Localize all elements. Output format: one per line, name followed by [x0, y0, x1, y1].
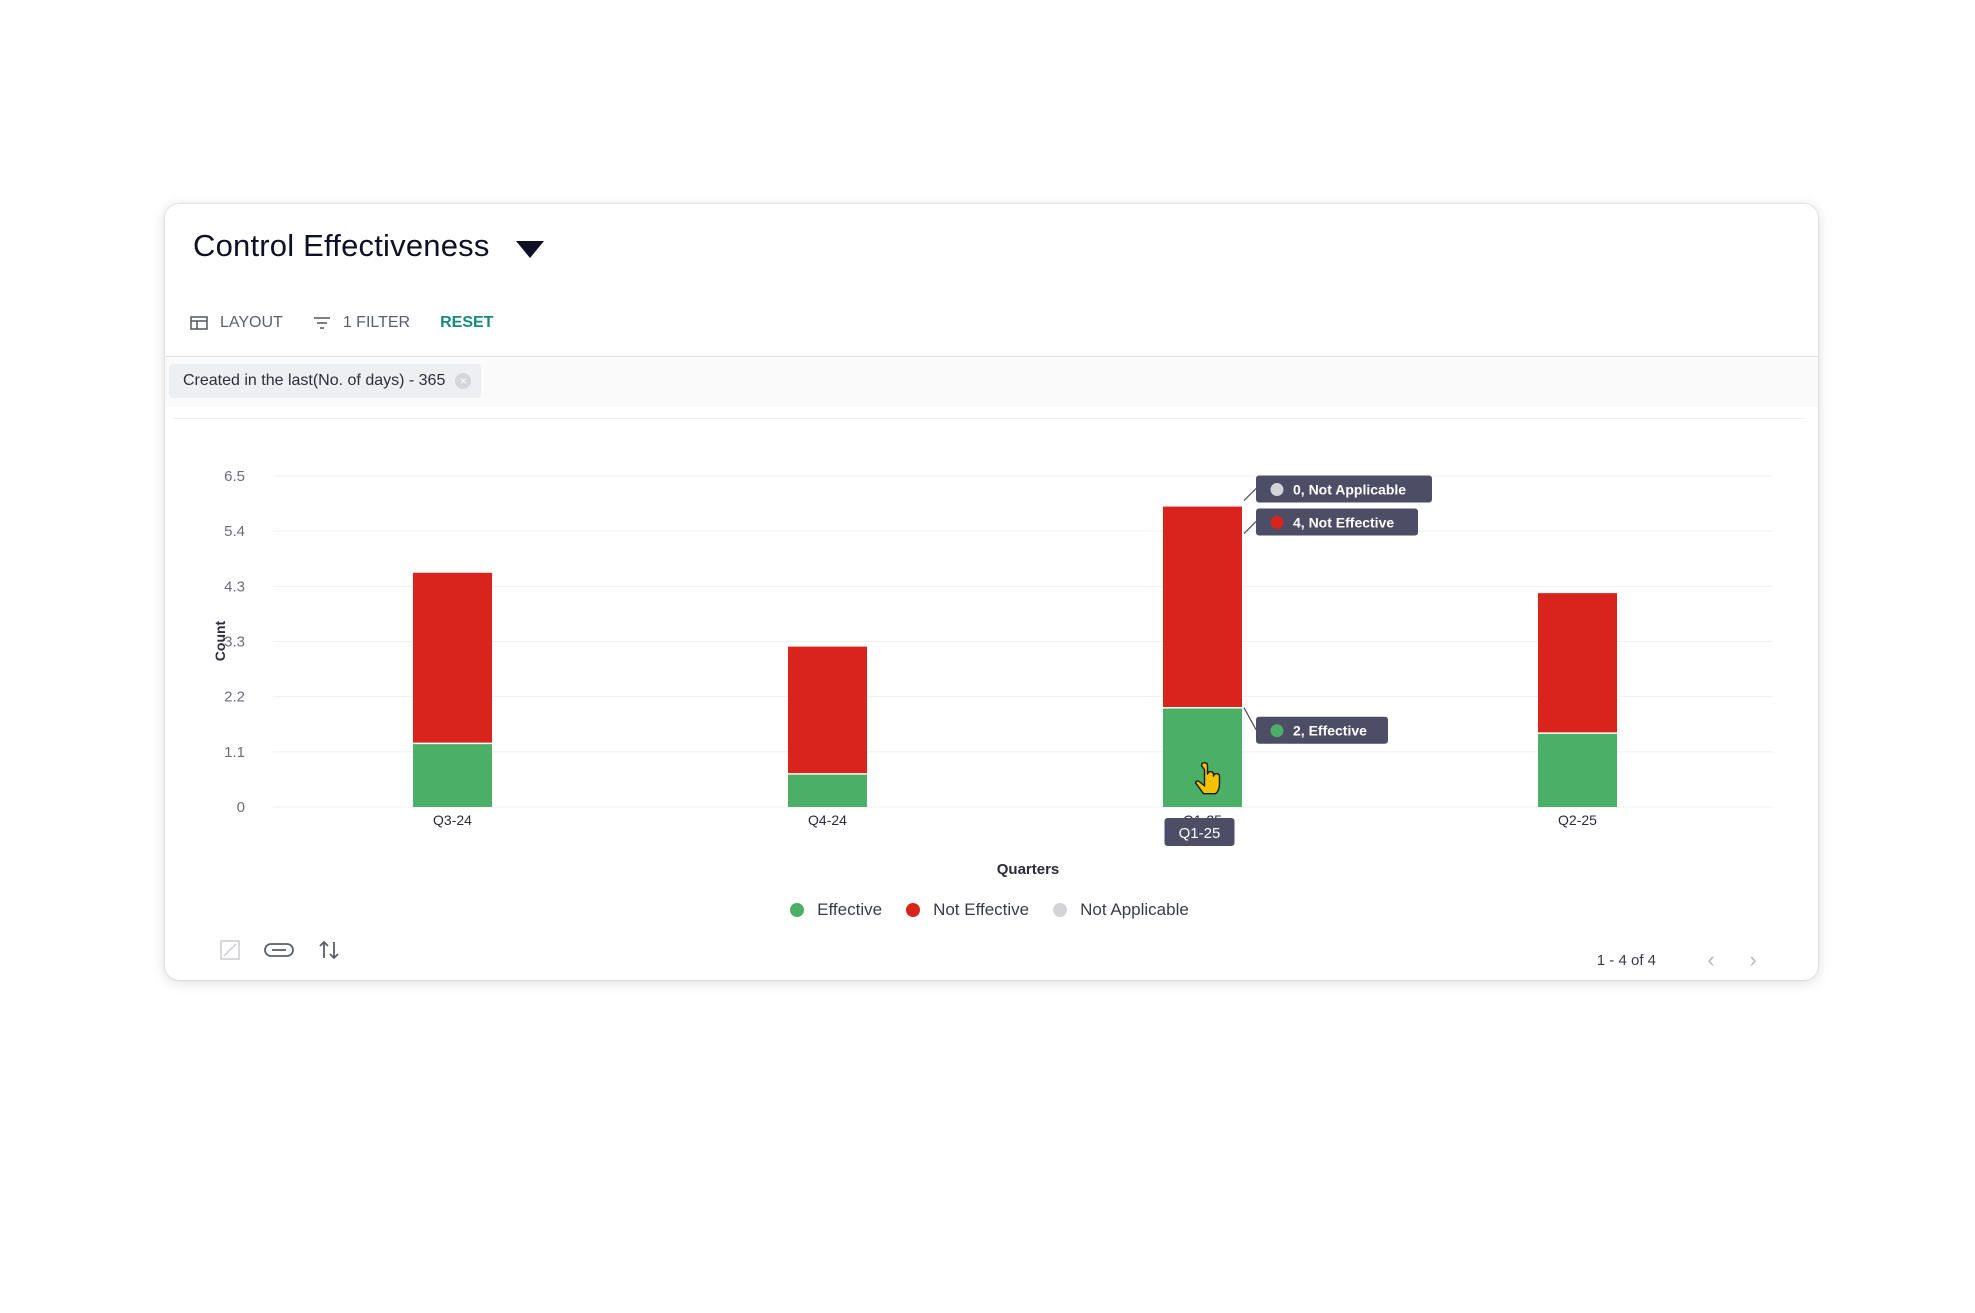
toolbar-divider: [165, 356, 1818, 357]
filter-label: 1 FILTER: [342, 314, 411, 331]
pagination-nav: ‹ ›: [1682, 947, 1766, 973]
y-tick-label: 4.3: [224, 578, 245, 595]
legend-item-effective[interactable]: Effective: [790, 900, 882, 920]
bar-not-effective[interactable]: [1538, 593, 1617, 734]
chevron-right-icon[interactable]: ›: [1749, 947, 1757, 972]
y-tick-label: 0: [237, 799, 245, 816]
bar-not-effective[interactable]: [413, 572, 492, 744]
tooltip-connector: [1243, 488, 1257, 501]
bar-effective[interactable]: [413, 743, 492, 807]
y-tick-label: 3.3: [224, 634, 245, 651]
filter-icon: [313, 317, 330, 329]
legend-dot-effective: [790, 903, 805, 917]
chevron-left-icon[interactable]: ‹: [1707, 947, 1715, 972]
tooltip-label: 4, Not Effective: [1293, 515, 1394, 531]
legend-label-not-effective: Not Effective: [933, 900, 1030, 919]
expand-icon[interactable]: [219, 939, 241, 961]
x-tick-label: Q3-24: [433, 812, 472, 828]
tooltip-label: 2, Effective: [1293, 723, 1367, 739]
title-dropdown-icon[interactable]: [515, 240, 544, 258]
toolbar: LAYOUT 1 FILTER RESET: [190, 314, 523, 332]
hand-cursor-icon: [1194, 762, 1221, 795]
category-tooltip-label: Q1-25: [1179, 825, 1221, 842]
tooltip-label: 0, Not Applicable: [1293, 482, 1406, 498]
tooltip-box: [1256, 716, 1388, 744]
layout-grid-icon: [190, 316, 208, 330]
tooltip-box: [1256, 475, 1432, 503]
page-title: Control Effectiveness: [193, 228, 490, 263]
bar-effective[interactable]: [1538, 733, 1617, 807]
horizontal-bar-icon[interactable]: [263, 941, 295, 959]
filter-chip-label: Created in the last(No. of days) - 365: [183, 372, 446, 389]
tooltip-dot: [1270, 483, 1284, 497]
legend-dot-not-effective: [906, 903, 921, 917]
reset-button[interactable]: RESET: [440, 314, 494, 331]
legend-label-not-applicable: Not Applicable: [1080, 900, 1189, 919]
tooltip-dot: [1270, 516, 1284, 530]
y-tick-label: 1.1: [224, 744, 245, 761]
tooltip-dot: [1270, 724, 1284, 738]
category-tooltip-box: [1164, 818, 1235, 846]
title-row: Control Effectiveness: [193, 228, 544, 264]
tooltip-connector: [1243, 521, 1257, 534]
x-tick-label: Q2-25: [1558, 812, 1597, 828]
close-icon[interactable]: ×: [455, 373, 472, 389]
bar-not-effective[interactable]: [788, 646, 867, 774]
chart-legend: Effective Not Effective Not Applicable: [173, 900, 1806, 920]
chart-footer-tools: [219, 939, 363, 961]
layout-button[interactable]: LAYOUT: [190, 314, 283, 332]
x-tick-label: Q4-24: [808, 812, 847, 828]
x-axis-label: Quarters: [997, 861, 1060, 878]
sort-icon[interactable]: [317, 939, 341, 961]
tooltip-box: [1256, 508, 1418, 536]
legend-dot-not-applicable: [1053, 903, 1068, 917]
legend-item-not-applicable[interactable]: Not Applicable: [1053, 900, 1189, 920]
legend-item-not-effective[interactable]: Not Effective: [906, 900, 1029, 920]
bar-not-effective[interactable]: [1163, 506, 1242, 708]
y-tick-label: 6.5: [224, 468, 245, 485]
chart-panel: 0 1.1 2.2 3.3 4.3 5.4 6.5 Count Q3-24 Q4-24 Q1-25 Q…: [173, 418, 1806, 979]
y-axis-label: Count: [212, 620, 228, 661]
control-effectiveness-card: Control Effectiveness LAYOUT 1 FILTER RE…: [165, 204, 1818, 980]
bar-effective[interactable]: [788, 773, 867, 807]
filter-button[interactable]: 1 FILTER: [313, 314, 410, 332]
tooltip-connector: [1243, 707, 1257, 730]
y-tick-label: 2.2: [224, 689, 245, 706]
pagination-text: 1 - 4 of 4: [1596, 952, 1656, 969]
layout-label: LAYOUT: [220, 314, 283, 331]
legend-label-effective: Effective: [817, 900, 883, 919]
y-tick-label: 5.4: [224, 523, 245, 540]
stacked-bar-chart: 0 1.1 2.2 3.3 4.3 5.4 6.5 Count Q3-24 Q4-24 Q1-25 Q…: [212, 468, 1773, 878]
filter-chip[interactable]: Created in the last(No. of days) - 365 ×: [169, 364, 482, 398]
